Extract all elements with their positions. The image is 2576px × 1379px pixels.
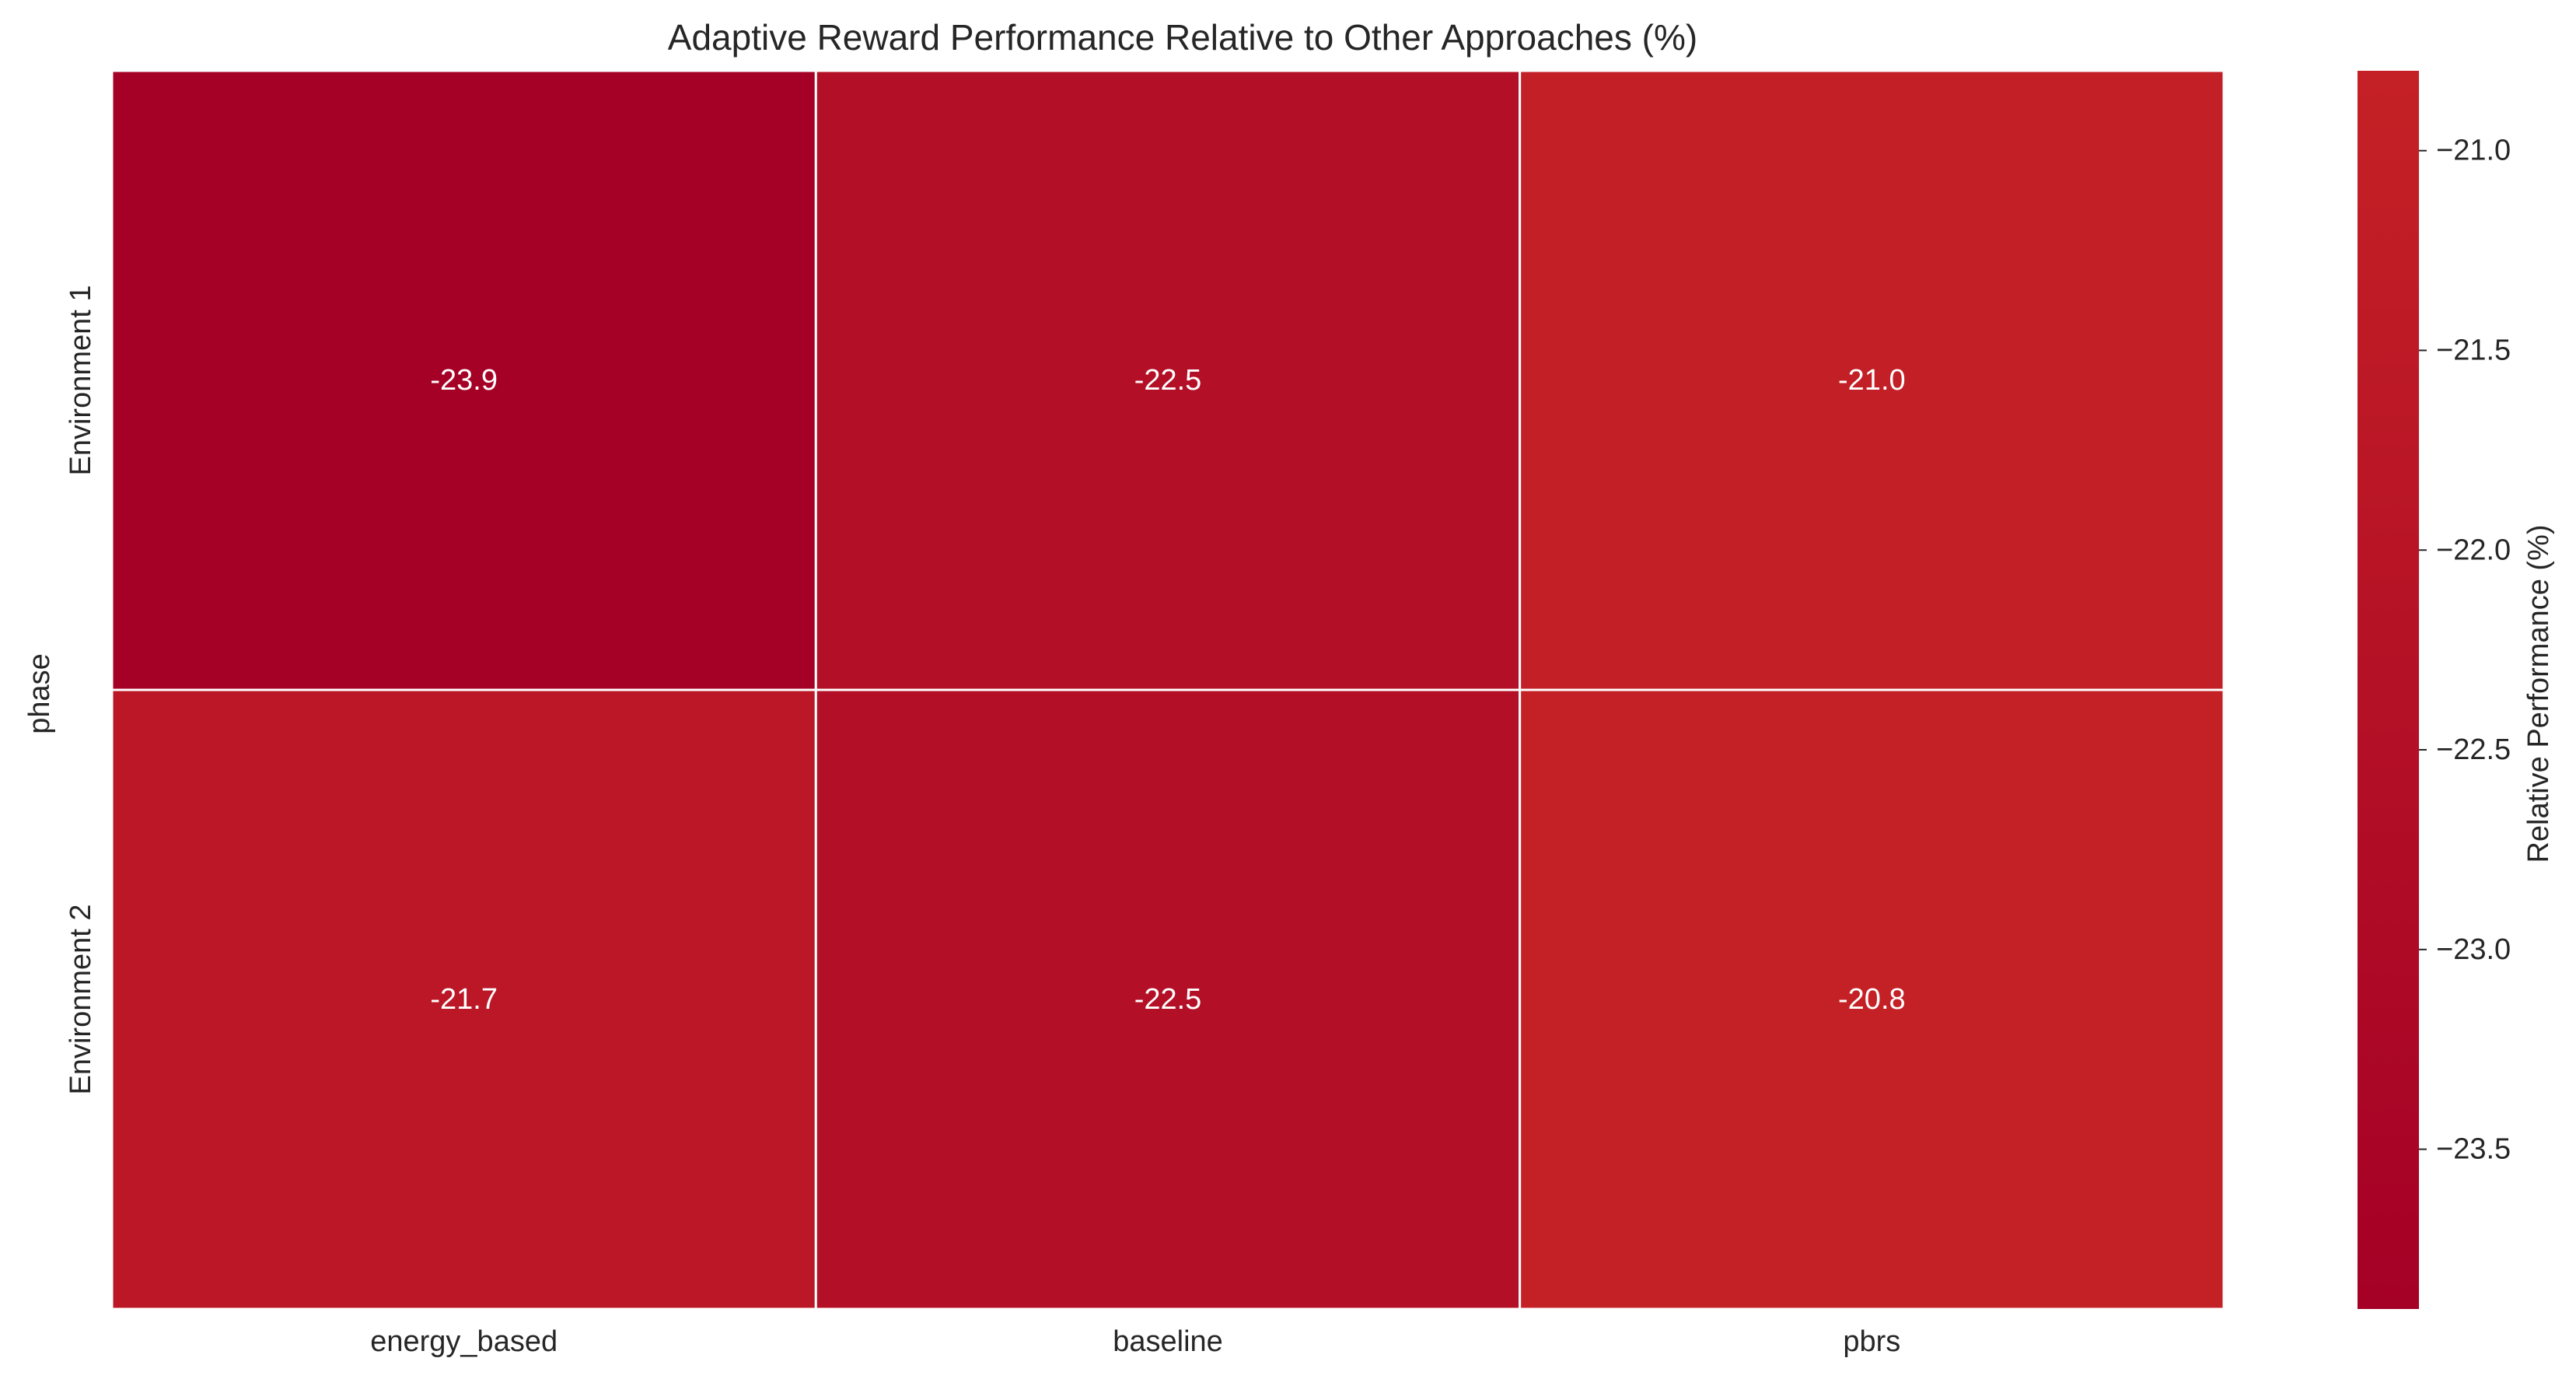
y-axis-label: phase (23, 653, 56, 734)
x-tick-label: baseline (1113, 1325, 1223, 1358)
heatmap-cell-label: -23.9 (430, 364, 498, 397)
colorbar-tick-label: −21.5 (2436, 334, 2511, 366)
heatmap-cell-labels: -23.9 -22.5 -21.0 -21.7 -22.5 -20.8 (430, 364, 1905, 1016)
heatmap-cell (814, 688, 1522, 1311)
colorbar-tick-label: −22.5 (2436, 733, 2511, 766)
heatmap-cell-label: -22.5 (1134, 364, 1202, 397)
heatmap-cell (110, 688, 817, 1311)
colorbar-tick-label: −21.0 (2436, 135, 2511, 167)
colorbar-ticks: −21.0 −21.5 −22.0 −22.5 −23.0 −23.5 (2419, 135, 2511, 1166)
heatmap-cell-label: -22.5 (1134, 983, 1202, 1016)
colorbar: −21.0 −21.5 −22.0 −22.5 −23.0 −23.5 Relative … (2358, 71, 2555, 1309)
colorbar-tick-label: −23.5 (2436, 1133, 2511, 1166)
colorbar-tick-label: −22.0 (2436, 534, 2511, 566)
colorbar-gradient (2358, 71, 2419, 1309)
heatmap-cell (110, 69, 817, 691)
heatmap-cell (814, 69, 1522, 691)
colorbar-label: Relative Performance (%) (2522, 524, 2555, 863)
y-tick-label: Environment 2 (65, 904, 97, 1094)
x-tick-label: pbrs (1843, 1325, 1900, 1358)
heatmap-cells (110, 69, 2225, 1311)
heatmap-cell (1519, 688, 2225, 1311)
colorbar-tick-label: −23.0 (2436, 933, 2511, 966)
x-axis-ticks: energy_based baseline pbrs (370, 1325, 1900, 1358)
y-tick-label: Environment 1 (65, 285, 97, 475)
heatmap-cell-label: -21.7 (430, 983, 498, 1016)
heatmap-cell-label: -20.8 (1838, 983, 1906, 1016)
heatmap-cell (1519, 69, 2225, 691)
x-tick-label: energy_based (370, 1325, 557, 1358)
chart-title: Adaptive Reward Performance Relative to … (668, 17, 1697, 58)
y-axis-ticks: Environment 1 Environment 2 (65, 285, 97, 1094)
heatmap-cell-label: -21.0 (1838, 364, 1906, 397)
